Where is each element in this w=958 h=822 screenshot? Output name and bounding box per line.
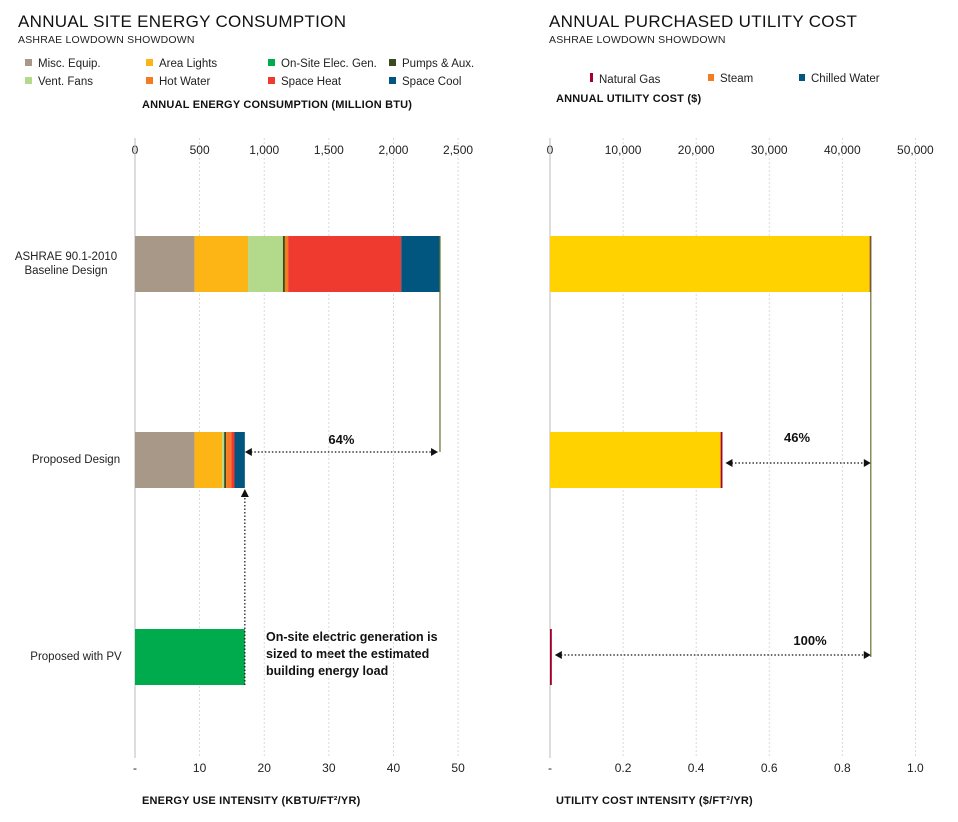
bar-segment-hot-water: [226, 432, 232, 488]
onsite-generation-note: On-site electric generation is sized to …: [266, 630, 438, 678]
top-tick-label: 10,000: [605, 143, 642, 157]
bottom-tick-label: 10: [193, 761, 207, 775]
legend-item-area-lights: Area Lights: [146, 58, 217, 70]
right-x-axis-title: UTILITY COST INTENSITY ($/FT²/YR): [556, 795, 753, 807]
legend-swatch: [146, 59, 153, 66]
reduction-arrow-46-head-left: [725, 459, 733, 467]
reduction-arrow-100-head-left: [554, 651, 562, 659]
legend-item-vent-fans: Vent. Fans: [25, 76, 93, 88]
top-tick-label: 50,000: [897, 143, 934, 157]
legend-item-pumps-aux: Pumps & Aux.: [389, 58, 474, 70]
legend-swatch: [25, 77, 32, 84]
bottom-tick-label: 20: [258, 761, 272, 775]
legend-item-space-heat: Space Heat: [268, 76, 341, 88]
left-x-axis-title: ENERGY USE INTENSITY (KBTU/FT²/YR): [142, 795, 361, 807]
bar-segment-vent-fans: [248, 236, 283, 292]
reduction-arrow-64-head-left: [244, 448, 252, 456]
legend-item-steam: Steam: [708, 73, 753, 85]
reduction-arrow-64-head-right: [431, 448, 439, 456]
legend-swatch: [590, 73, 593, 82]
top-tick-label: 2,500: [443, 143, 473, 157]
legend-item-onsite-gen: On-Site Elec. Gen.: [268, 58, 377, 70]
bottom-tick-label: -: [548, 761, 552, 775]
reduction-arrow-100-head-right: [863, 651, 871, 659]
left-chart-title: ANNUAL SITE ENERGY CONSUMPTION: [18, 12, 347, 31]
right-chart-title: ANNUAL PURCHASED UTILITY COST: [549, 12, 858, 31]
bar-segment-natural-gas: [550, 629, 552, 685]
legend-item-hot-water: Hot Water: [146, 76, 210, 88]
right-top-axis-title: ANNUAL UTILITY COST ($): [556, 93, 702, 105]
legend-swatch: [389, 59, 396, 66]
bar-segment-on-site-elec-gen-: [135, 629, 245, 685]
top-tick-label: 500: [190, 143, 210, 157]
bar-segment-hot-water: [284, 236, 289, 292]
bar-segment-vent-fans: [222, 432, 225, 488]
pv-match-arrow-head: [240, 489, 249, 497]
top-tick-label: 1,000: [249, 143, 279, 157]
top-tick-label: 30,000: [751, 143, 788, 157]
reduction-label-46: 46%: [784, 430, 810, 445]
bar-segment-area-lights: [194, 236, 249, 292]
bar-segment-space-heat: [231, 432, 235, 488]
reduction-label-100: 100%: [793, 633, 827, 648]
left-chart-subtitle: ASHRAE LOWDOWN SHOWDOWN: [18, 34, 195, 46]
bar-segment-electricity: [550, 432, 721, 488]
bottom-tick-label: 0.2: [615, 761, 632, 775]
bar-segment-space-cool: [401, 236, 440, 292]
legend-swatch: [389, 77, 396, 84]
legend-swatch: [708, 74, 714, 81]
bar-segment-space-cool: [234, 432, 245, 488]
bar-segment-natural-gas: [720, 432, 723, 488]
bottom-tick-label: 30: [322, 761, 336, 775]
category-label-baseline: ASHRAE 90.1-2010 Baseline Design: [14, 251, 118, 277]
left-top-axis-title: ANNUAL ENERGY CONSUMPTION (MILLION BTU): [142, 99, 413, 111]
bar-segment-electricity: [550, 236, 870, 292]
legend-swatch: [146, 77, 153, 84]
bar-segment-area-lights: [194, 432, 223, 488]
legend-swatch: [268, 59, 275, 66]
top-tick-label: 40,000: [824, 143, 861, 157]
top-tick-label: 1,500: [314, 143, 344, 157]
legend-swatch: [799, 74, 805, 81]
bar-segment-misc-equip-: [135, 236, 195, 292]
bottom-tick-label: -: [133, 761, 137, 775]
bar-segment-pumps-aux-: [224, 432, 227, 488]
bottom-tick-label: 0.4: [688, 761, 705, 775]
legend-swatch: [268, 77, 275, 84]
bottom-tick-label: 0.8: [834, 761, 851, 775]
legend-item-misc-equip: Misc. Equip.: [25, 58, 101, 70]
bottom-tick-label: 1.0: [907, 761, 924, 775]
bottom-tick-label: 0.6: [761, 761, 778, 775]
legend-item-natural-gas: Natural Gas: [590, 73, 660, 86]
bottom-tick-label: 50: [451, 761, 465, 775]
right-chart-subtitle: ASHRAE LOWDOWN SHOWDOWN: [549, 34, 726, 46]
legend-swatch: [25, 59, 32, 66]
bar-segment-space-heat: [288, 236, 402, 292]
bottom-tick-label: 40: [387, 761, 401, 775]
category-label-proposed: Proposed Design: [31, 454, 121, 466]
reduction-arrow-46-head-right: [863, 459, 871, 467]
legend-item-space-cool: Space Cool: [389, 76, 461, 88]
category-label-proposed-pv: Proposed with PV: [30, 651, 122, 663]
top-tick-label: 20,000: [678, 143, 715, 157]
bar-segment-pumps-aux-: [282, 236, 285, 292]
reduction-label-64: 64%: [328, 432, 354, 447]
bar-segment-misc-equip-: [135, 432, 195, 488]
legend-item-chilled-water: Chilled Water: [799, 73, 880, 85]
top-tick-label: 2,000: [378, 143, 408, 157]
